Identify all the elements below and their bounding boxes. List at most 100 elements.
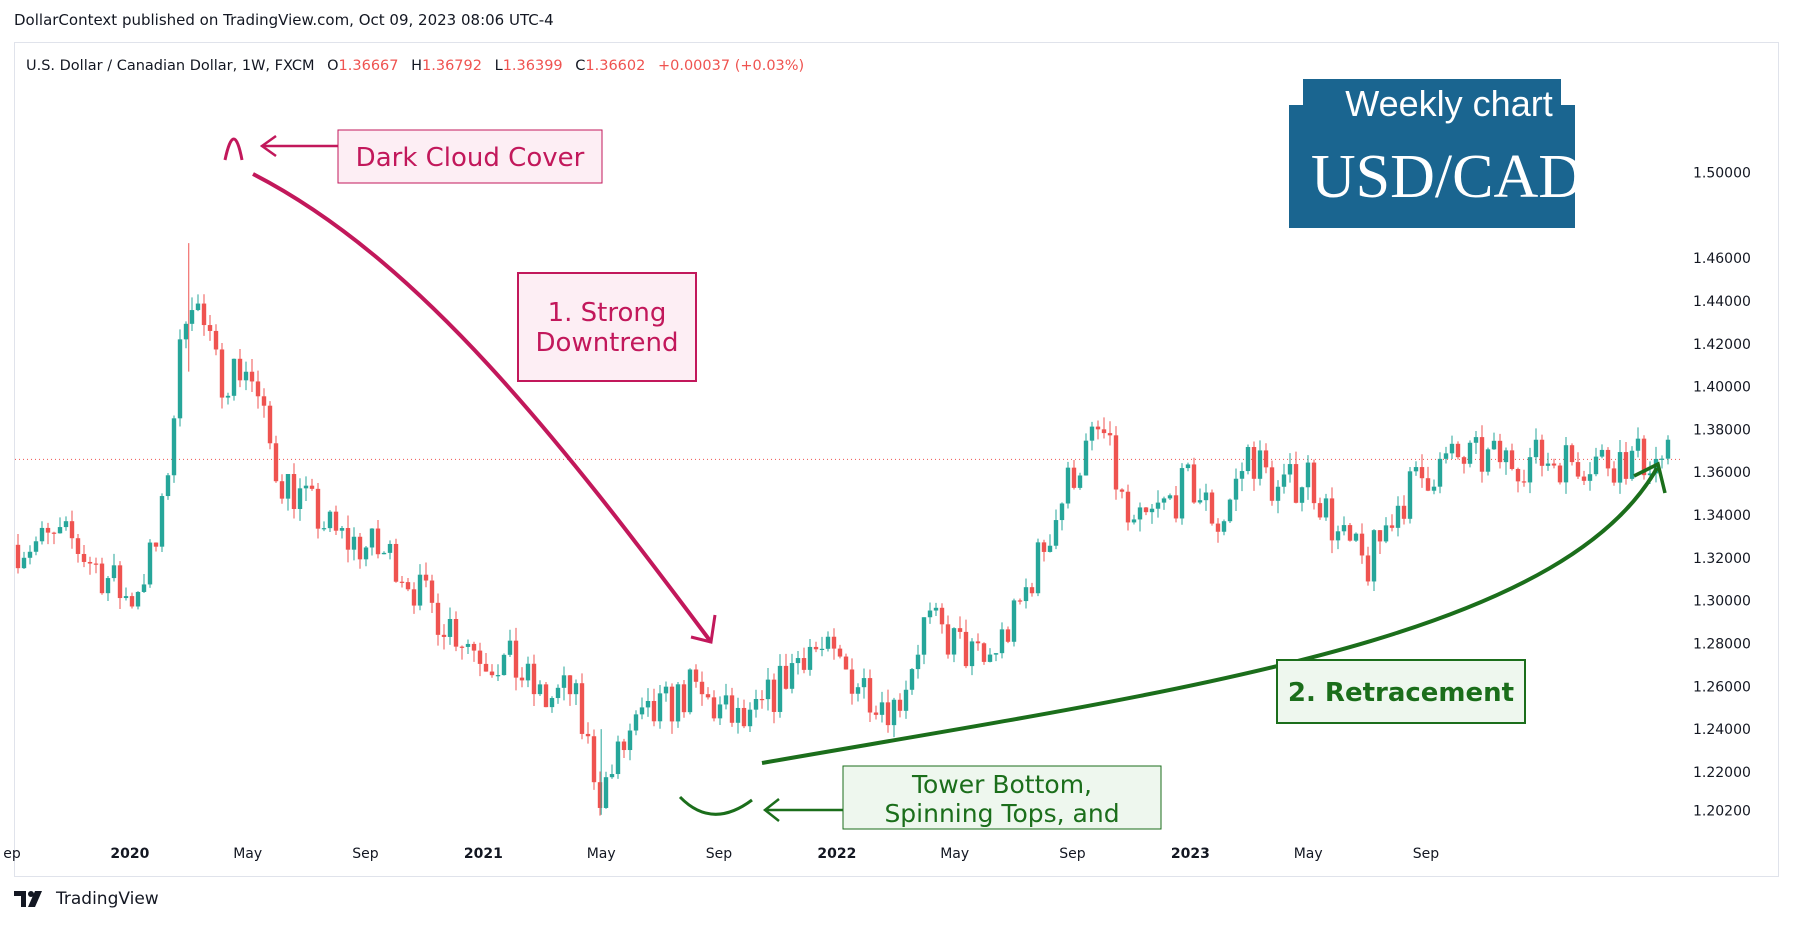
candle-body bbox=[1497, 440, 1503, 463]
candle-body bbox=[303, 485, 309, 489]
candle-body bbox=[1569, 445, 1575, 463]
x-tick-label: May bbox=[587, 846, 616, 862]
x-tick-label: May bbox=[940, 846, 969, 862]
candle-body bbox=[1491, 440, 1497, 450]
candle-body bbox=[501, 654, 507, 676]
candle-body bbox=[333, 511, 339, 531]
candle-body bbox=[843, 656, 849, 670]
candle-body bbox=[489, 671, 495, 676]
candle-body bbox=[915, 654, 921, 670]
candle-body bbox=[795, 658, 801, 664]
candle-body bbox=[279, 481, 285, 499]
retracement-label: 2. Retracement bbox=[1288, 678, 1514, 708]
candle-body bbox=[597, 782, 603, 808]
tower-label-1: Tower Bottom, bbox=[911, 770, 1092, 799]
candle-body bbox=[855, 687, 861, 694]
symbol-name: U.S. Dollar / Canadian Dollar, 1W, FXCM bbox=[26, 58, 315, 74]
candle-body bbox=[993, 653, 999, 655]
candle-body bbox=[801, 658, 807, 670]
y-tick-label: 1.32000 bbox=[1693, 551, 1751, 567]
x-tick-label: May bbox=[233, 846, 262, 862]
candle-body bbox=[21, 557, 27, 569]
candle-body bbox=[753, 698, 759, 710]
candle-body bbox=[447, 618, 453, 637]
candle-body bbox=[1467, 442, 1473, 464]
candle-body bbox=[1533, 439, 1539, 458]
candle-body bbox=[141, 584, 147, 592]
candle-body bbox=[345, 528, 351, 550]
downtrend-box bbox=[517, 272, 697, 382]
footer: TradingView bbox=[14, 889, 159, 909]
candle-body bbox=[15, 544, 21, 569]
y-tick-label: 1.24000 bbox=[1693, 722, 1751, 738]
candle-body bbox=[273, 443, 279, 482]
candle-body bbox=[987, 654, 993, 662]
candle-body bbox=[1185, 464, 1191, 469]
candle-body bbox=[1077, 475, 1083, 488]
retracement-annotation: 2. Retracement bbox=[761, 461, 1667, 765]
candle-body bbox=[1647, 473, 1653, 476]
symbol-legend: U.S. Dollar / Canadian Dollar, 1W, FXCM … bbox=[26, 58, 804, 74]
candle-body bbox=[1605, 449, 1611, 469]
candle-body bbox=[1233, 478, 1239, 500]
candle-body bbox=[1437, 458, 1443, 487]
y-tick-label: 1.28000 bbox=[1693, 637, 1751, 653]
y-tick-label: 1.46000 bbox=[1693, 251, 1751, 267]
candle-body bbox=[1029, 587, 1035, 594]
tradingview-logo-icon[interactable] bbox=[14, 889, 50, 909]
candle-body bbox=[1089, 426, 1095, 441]
candle-body bbox=[255, 381, 261, 397]
candle-body bbox=[1431, 486, 1437, 491]
candle-body bbox=[1575, 462, 1581, 477]
candle-body bbox=[261, 396, 267, 406]
candle-body bbox=[1383, 525, 1389, 542]
candle-body bbox=[81, 553, 87, 562]
candle-body bbox=[1203, 492, 1209, 501]
candle-body bbox=[765, 679, 771, 700]
candle-body bbox=[1389, 525, 1395, 528]
candle-body bbox=[123, 596, 129, 599]
candle-body bbox=[381, 552, 387, 555]
candle-body bbox=[309, 485, 315, 489]
candle-body bbox=[519, 677, 525, 681]
candle-body bbox=[669, 686, 675, 722]
candle-body bbox=[1047, 545, 1053, 552]
candle-body bbox=[645, 700, 651, 708]
candle-body bbox=[1335, 531, 1341, 541]
tower-box bbox=[842, 765, 1162, 830]
candle-body bbox=[1563, 445, 1569, 483]
candle-body bbox=[627, 730, 633, 751]
candle-body bbox=[1473, 437, 1479, 443]
candle-body bbox=[405, 582, 411, 590]
candle-body bbox=[1011, 600, 1017, 642]
chart-frame[interactable] bbox=[14, 42, 1779, 877]
candle-body bbox=[207, 325, 213, 331]
y-tick-label: 1.30000 bbox=[1693, 594, 1751, 610]
candle-body bbox=[33, 541, 39, 552]
candle-body bbox=[549, 698, 555, 708]
candle-body bbox=[1659, 458, 1665, 460]
candle-body bbox=[183, 323, 189, 340]
candle-body bbox=[819, 648, 825, 651]
candle-body bbox=[1515, 468, 1521, 482]
candle-body bbox=[1041, 542, 1047, 552]
candle-body bbox=[1017, 600, 1023, 602]
candle-body bbox=[1347, 525, 1353, 541]
footer-brand[interactable]: TradingView bbox=[56, 889, 159, 909]
pair-badge: Weekly chart USD/CAD bbox=[1289, 79, 1583, 228]
candle-body bbox=[1365, 555, 1371, 582]
candle-body bbox=[1113, 435, 1119, 490]
candle-body bbox=[1581, 476, 1587, 481]
candle-body bbox=[921, 617, 927, 655]
candle-body bbox=[45, 527, 51, 533]
x-tick-label: ep bbox=[3, 846, 21, 862]
candle-body bbox=[807, 646, 813, 670]
y-tick-label: 1.36000 bbox=[1693, 465, 1751, 481]
candle-body bbox=[1545, 463, 1551, 466]
candle-body bbox=[567, 675, 573, 695]
candle-body bbox=[897, 699, 903, 711]
candle-body bbox=[861, 678, 867, 688]
candle-body bbox=[1485, 449, 1491, 472]
candle-body bbox=[165, 475, 171, 497]
